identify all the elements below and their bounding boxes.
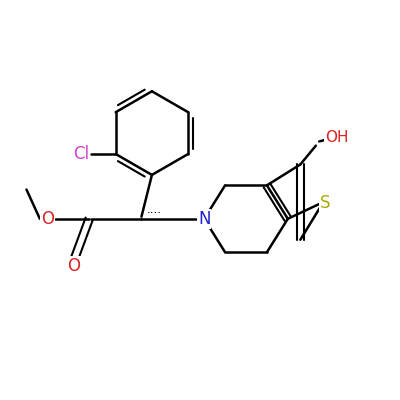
Text: N: N — [198, 210, 210, 228]
Text: Cl: Cl — [73, 145, 90, 163]
Text: S: S — [320, 194, 331, 212]
Text: ····: ···· — [146, 207, 162, 220]
Text: O: O — [67, 257, 80, 275]
Text: O: O — [41, 210, 54, 228]
Text: OH: OH — [325, 130, 348, 145]
